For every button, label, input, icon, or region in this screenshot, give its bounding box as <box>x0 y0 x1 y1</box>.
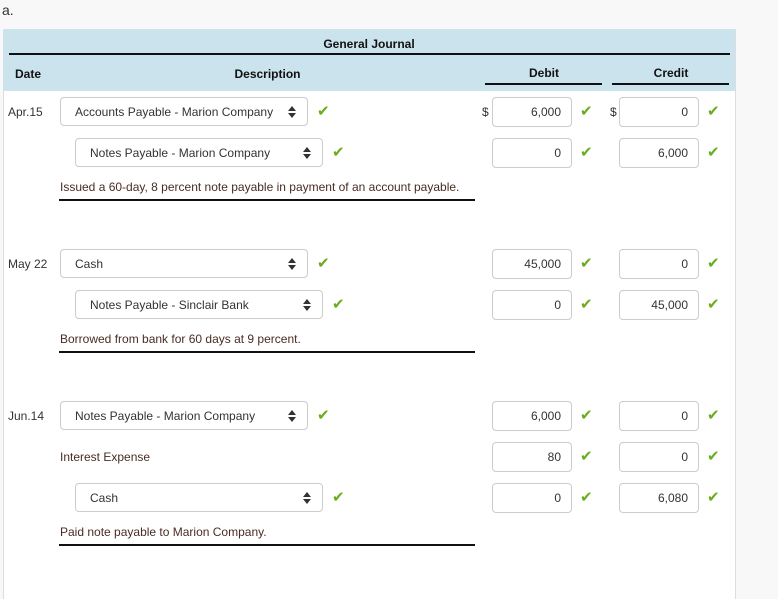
select-arrows-icon <box>303 299 311 311</box>
account-select-value: Cash <box>75 256 104 271</box>
account-select[interactable]: Notes Payable - Marion Company <box>60 401 308 430</box>
account-select[interactable]: Notes Payable - Sinclair Bank <box>75 290 323 319</box>
account-select-value: Accounts Payable - Marion Company <box>75 104 274 119</box>
entry-description: Borrowed from bank for 60 days at 9 perc… <box>60 332 301 346</box>
check-icon: ✔ <box>580 448 593 465</box>
title-rule <box>9 53 730 55</box>
debit-input[interactable]: 6,000 <box>492 401 572 431</box>
description-rule <box>59 351 475 353</box>
col-date: Date <box>15 67 42 81</box>
check-icon: ✔ <box>580 144 593 161</box>
credit-input[interactable]: 0 <box>619 401 699 431</box>
debit-input[interactable]: 80 <box>492 442 572 472</box>
credit-rule <box>612 83 729 85</box>
select-arrows-icon <box>288 258 296 270</box>
credit-input[interactable]: 0 <box>619 97 699 127</box>
description-rule <box>59 544 475 546</box>
select-arrows-icon <box>303 492 311 504</box>
credit-input[interactable]: 6,000 <box>619 138 699 168</box>
account-select[interactable]: Cash <box>60 249 308 278</box>
account-name: Interest Expense <box>60 450 151 464</box>
account-select-value: Notes Payable - Sinclair Bank <box>90 297 249 312</box>
check-icon: ✔ <box>317 255 330 272</box>
entry-date: Jun.14 <box>8 409 45 423</box>
check-icon: ✔ <box>707 255 720 272</box>
account-select-value: Cash <box>90 490 119 505</box>
check-icon: ✔ <box>580 489 593 506</box>
col-credit: Credit <box>653 66 689 80</box>
check-icon: ✔ <box>707 489 720 506</box>
check-icon: ✔ <box>580 296 593 313</box>
entry-description: Issued a 60-day, 8 percent note payable … <box>60 180 460 194</box>
check-icon: ✔ <box>580 255 593 272</box>
check-icon: ✔ <box>332 144 345 161</box>
check-icon: ✔ <box>707 144 720 161</box>
account-select[interactable]: Cash <box>75 483 323 512</box>
entry-description: Paid note payable to Marion Company. <box>60 525 267 539</box>
debit-input[interactable]: 0 <box>492 290 572 320</box>
currency-symbol: $ <box>482 105 489 119</box>
check-icon: ✔ <box>580 103 593 120</box>
check-icon: ✔ <box>332 489 345 506</box>
select-arrows-icon <box>303 147 311 159</box>
account-select-value: Notes Payable - Marion Company <box>90 145 271 160</box>
credit-input[interactable]: 45,000 <box>619 290 699 320</box>
credit-input[interactable]: 6,080 <box>619 483 699 513</box>
check-icon: ✔ <box>332 296 345 313</box>
account-select-value: Notes Payable - Marion Company <box>75 408 256 423</box>
check-icon: ✔ <box>317 103 330 120</box>
entry-date: Apr.15 <box>8 105 43 119</box>
description-rule <box>59 199 475 201</box>
select-arrows-icon <box>288 410 296 422</box>
debit-rule <box>485 83 602 85</box>
journal-header <box>3 29 735 91</box>
credit-input[interactable]: 0 <box>619 249 699 279</box>
debit-input[interactable]: 0 <box>492 138 572 168</box>
check-icon: ✔ <box>707 448 720 465</box>
check-icon: ✔ <box>707 296 720 313</box>
select-arrows-icon <box>288 106 296 118</box>
currency-symbol: $ <box>610 105 617 119</box>
credit-input[interactable]: 0 <box>619 442 699 472</box>
journal-title: General Journal <box>323 37 415 51</box>
account-select[interactable]: Accounts Payable - Marion Company <box>60 97 308 126</box>
debit-input[interactable]: 45,000 <box>492 249 572 279</box>
debit-input[interactable]: 6,000 <box>492 97 572 127</box>
check-icon: ✔ <box>317 407 330 424</box>
col-description: Description <box>234 67 301 81</box>
col-debit: Debit <box>529 66 559 80</box>
debit-input[interactable]: 0 <box>492 483 572 513</box>
check-icon: ✔ <box>580 407 593 424</box>
check-icon: ✔ <box>707 407 720 424</box>
account-select[interactable]: Notes Payable - Marion Company <box>75 138 323 167</box>
part-label: a. <box>2 2 14 18</box>
entry-date: May 22 <box>8 257 48 271</box>
check-icon: ✔ <box>707 103 720 120</box>
